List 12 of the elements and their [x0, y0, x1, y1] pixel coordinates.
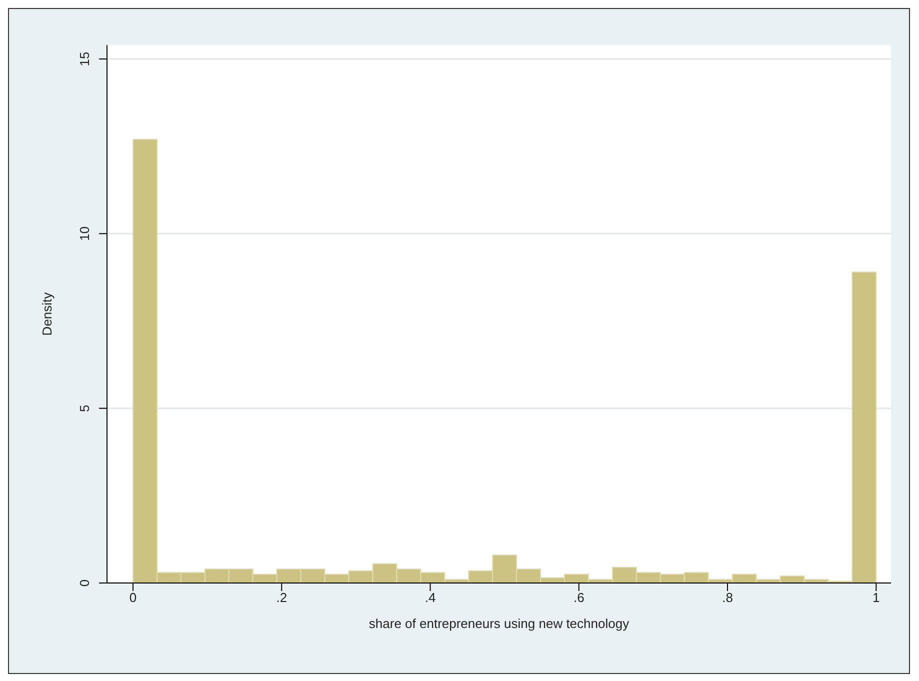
y-tick-label: 5: [77, 404, 92, 412]
y-tick-label: 0: [77, 579, 92, 587]
y-axis-title: Density: [40, 292, 55, 336]
y-tick-label: 15: [77, 52, 92, 66]
x-tick-label: .8: [722, 590, 733, 606]
x-tick-label: .6: [573, 590, 584, 606]
y-tick-label: 10: [77, 226, 92, 241]
x-tick-label: .4: [424, 590, 436, 606]
x-tick-label: 1: [872, 590, 880, 606]
x-tick-label: 0: [129, 590, 137, 606]
x-tick-label: .2: [276, 590, 288, 606]
x-axis-title: share of entrepreneurs using new technology: [368, 616, 630, 632]
